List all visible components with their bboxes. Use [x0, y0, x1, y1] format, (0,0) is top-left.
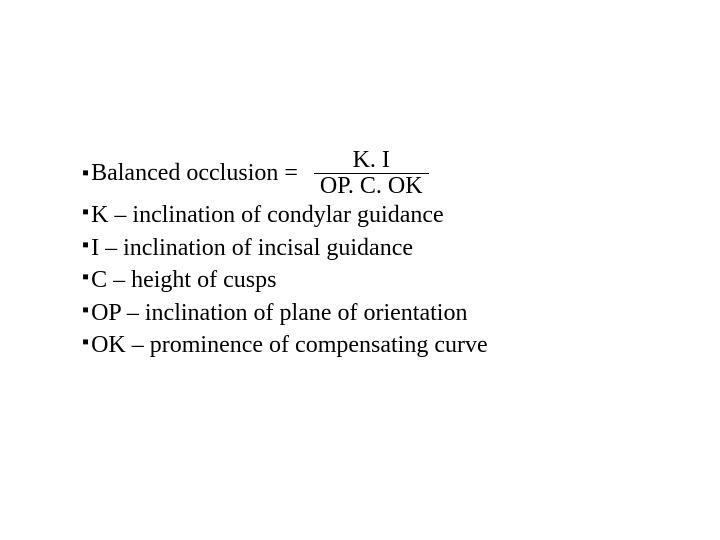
bullet-icon: ▪	[82, 264, 89, 291]
definition-text: OP – inclination of plane of orientation	[91, 297, 467, 329]
fraction-denominator: OP. C. OK	[314, 173, 429, 199]
bullet-icon: ▪	[82, 297, 89, 324]
definition-line: ▪ K – inclination of condylar guidance	[82, 199, 720, 231]
definition-line: ▪ OK – prominence of compensating curve	[82, 329, 720, 361]
bullet-icon: ▪	[82, 329, 89, 356]
definition-line: ▪ OP – inclination of plane of orientati…	[82, 297, 720, 329]
definition-text: I – inclination of incisal guidance	[91, 232, 413, 264]
definition-text: C – height of cusps	[91, 264, 276, 296]
equation-label: Balanced occlusion =	[91, 157, 304, 189]
definition-line: ▪ C – height of cusps	[82, 264, 720, 296]
definition-text: K – inclination of condylar guidance	[91, 199, 444, 231]
definition-line: ▪ I – inclination of incisal guidance	[82, 232, 720, 264]
fraction-numerator: K. I	[347, 148, 396, 173]
bullet-icon: ▪	[82, 232, 89, 259]
definition-text: OK – prominence of compensating curve	[91, 329, 488, 361]
bullet-icon: ▪	[82, 160, 89, 187]
equation-line: ▪ Balanced occlusion = K. I OP. C. OK	[82, 148, 720, 199]
bullet-icon: ▪	[82, 199, 89, 226]
equation-fraction: K. I OP. C. OK	[314, 148, 429, 199]
